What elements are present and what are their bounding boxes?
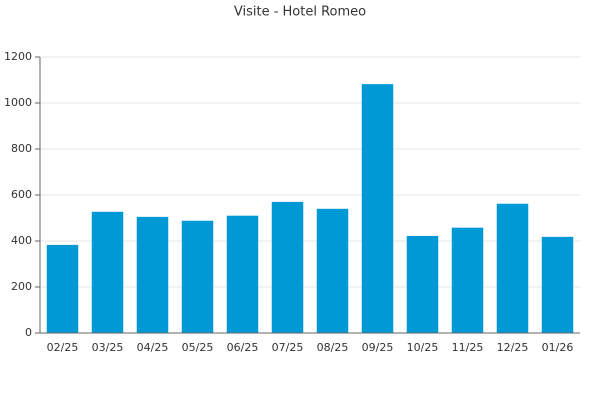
x-tick-label: 02/25 — [47, 341, 79, 354]
y-tick-label: 200 — [11, 280, 32, 293]
y-tick-label: 800 — [11, 142, 32, 155]
x-tick-label: 04/25 — [137, 341, 169, 354]
y-tick-label: 600 — [11, 188, 32, 201]
bar — [226, 215, 259, 333]
bar — [406, 235, 439, 333]
x-tick-label: 11/25 — [452, 341, 484, 354]
x-tick-label: 07/25 — [272, 341, 304, 354]
x-tick-label: 08/25 — [317, 341, 349, 354]
bar — [451, 227, 484, 333]
bar — [136, 216, 169, 333]
y-tick-label: 1200 — [4, 50, 32, 63]
x-tick-label: 05/25 — [182, 341, 214, 354]
y-tick-label: 400 — [11, 234, 32, 247]
x-tick-label: 03/25 — [92, 341, 124, 354]
bar — [271, 201, 304, 333]
bar — [316, 208, 349, 333]
x-tick-label: 06/25 — [227, 341, 259, 354]
bar — [361, 84, 394, 333]
y-tick-label: 1000 — [4, 96, 32, 109]
bar — [541, 236, 574, 333]
bar — [181, 220, 214, 333]
x-tick-label: 09/25 — [362, 341, 394, 354]
chart-title: Visite - Hotel Romeo — [234, 5, 366, 20]
x-tick-label: 10/25 — [407, 341, 439, 354]
bar — [91, 211, 124, 333]
x-tick-label: 12/25 — [497, 341, 529, 354]
bar — [46, 244, 79, 333]
x-tick-label: 01/26 — [542, 341, 574, 354]
y-tick-label: 0 — [25, 326, 32, 339]
bar — [496, 203, 529, 333]
